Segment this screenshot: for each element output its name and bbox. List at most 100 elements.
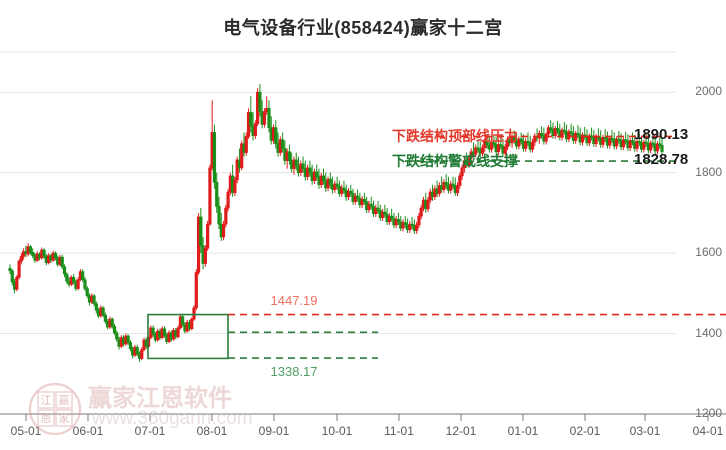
candle-body: [642, 141, 646, 150]
candle-body: [217, 206, 221, 225]
y-tick-label-1400: 1400: [695, 325, 722, 340]
candle-body: [576, 132, 580, 136]
x-tick-label-05-01: 05-01: [10, 424, 42, 438]
box-bottom-level-label: 1338.17: [270, 364, 318, 380]
candle-body: [112, 326, 117, 334]
candle-body: [258, 91, 262, 112]
candle-body: [524, 140, 528, 149]
candle-body: [103, 314, 108, 322]
candle-body: [53, 252, 58, 259]
page-title: 电气设备行业(858424)赢家十二宫: [223, 18, 503, 38]
candle-body: [60, 256, 64, 268]
candle-body: [499, 144, 503, 147]
candle-body: [115, 332, 119, 340]
y-tick-label-1600: 1600: [695, 245, 722, 260]
candle-body: [476, 147, 480, 150]
x-tick-label-01-01: 01-01: [507, 424, 539, 438]
candle-body: [72, 276, 76, 283]
candle-body: [28, 246, 33, 253]
candle-body: [181, 316, 185, 326]
box-top-level-label: 1447.19: [270, 292, 318, 308]
candle-body: [660, 145, 664, 153]
candle-body: [519, 138, 523, 142]
candle-body: [658, 143, 662, 146]
candle-body: [649, 142, 653, 151]
candle-body: [567, 131, 571, 140]
candle-body: [194, 272, 198, 309]
candle-body: [369, 203, 373, 207]
candle-body: [19, 256, 23, 262]
candle-body: [490, 142, 494, 150]
x-tick-label-03-01: 03-01: [629, 424, 661, 438]
candle-body: [190, 318, 194, 330]
candle-body: [601, 136, 605, 145]
candle-body: [544, 133, 548, 142]
candle-body: [140, 349, 144, 359]
candle-body: [555, 128, 560, 132]
candle-body: [651, 142, 655, 145]
candle-body: [10, 270, 14, 283]
candle-body: [442, 182, 446, 190]
candle-body: [294, 159, 298, 167]
candle-body: [549, 127, 553, 131]
candle-body: [635, 140, 639, 149]
candle-body: [76, 279, 80, 289]
candle-body: [8, 268, 12, 272]
candle-body: [469, 151, 473, 159]
candle-body: [610, 137, 614, 140]
candle-body: [62, 266, 67, 275]
candle-body: [374, 207, 378, 214]
candle-body: [401, 222, 405, 229]
candle-body: [376, 207, 380, 211]
candle-body: [492, 142, 496, 145]
candle-body: [587, 135, 591, 144]
candle-body: [367, 203, 371, 210]
y-tick-label-1800: 1800: [695, 164, 722, 179]
candle-body: [624, 139, 628, 142]
candle-body: [503, 146, 507, 154]
candle-body: [176, 327, 180, 338]
candle-body: [333, 183, 337, 190]
candle-body: [655, 143, 660, 152]
candle-body: [394, 219, 398, 226]
x-tick-label-12-01: 12-01: [445, 424, 477, 438]
candle-body: [617, 138, 621, 141]
candle-body: [530, 141, 535, 150]
candle-body: [480, 147, 485, 154]
candlestick-series: [8, 84, 664, 362]
x-tick-label-07-01: 07-01: [134, 424, 166, 438]
candle-body: [208, 167, 212, 225]
candle-body: [192, 307, 196, 320]
candle-body: [408, 223, 412, 231]
candle-body: [15, 276, 19, 290]
candle-body: [451, 183, 455, 186]
candle-body: [235, 159, 239, 181]
candle-body: [387, 215, 391, 223]
candle-body: [417, 215, 421, 226]
candle-body: [126, 335, 130, 343]
candle-body: [81, 271, 85, 280]
candle-body: [362, 198, 366, 202]
candle-body: [215, 182, 219, 207]
candle-body: [65, 273, 69, 282]
candle-body: [485, 140, 489, 146]
candle-body: [315, 171, 319, 177]
candle-body: [221, 223, 226, 238]
candle-body: [274, 127, 278, 145]
candle-body: [458, 175, 462, 186]
candle-body: [403, 222, 407, 226]
candle-body: [335, 183, 339, 187]
candle-body: [206, 223, 210, 249]
candle-body: [396, 219, 401, 223]
y-tick-label-2000: 2000: [695, 84, 722, 99]
x-tick-label-02-01: 02-01: [569, 424, 601, 438]
candle-body: [444, 182, 448, 186]
candle-body: [383, 211, 387, 215]
candle-body: [92, 295, 96, 305]
candle-body: [526, 140, 530, 144]
resistance-price-tag: 1890.13: [634, 126, 689, 144]
resistance-annotation-label: 下跌结构顶部线压力: [392, 128, 518, 145]
candle-body: [419, 207, 423, 217]
candle-body: [589, 135, 594, 138]
candle-body: [110, 318, 114, 327]
